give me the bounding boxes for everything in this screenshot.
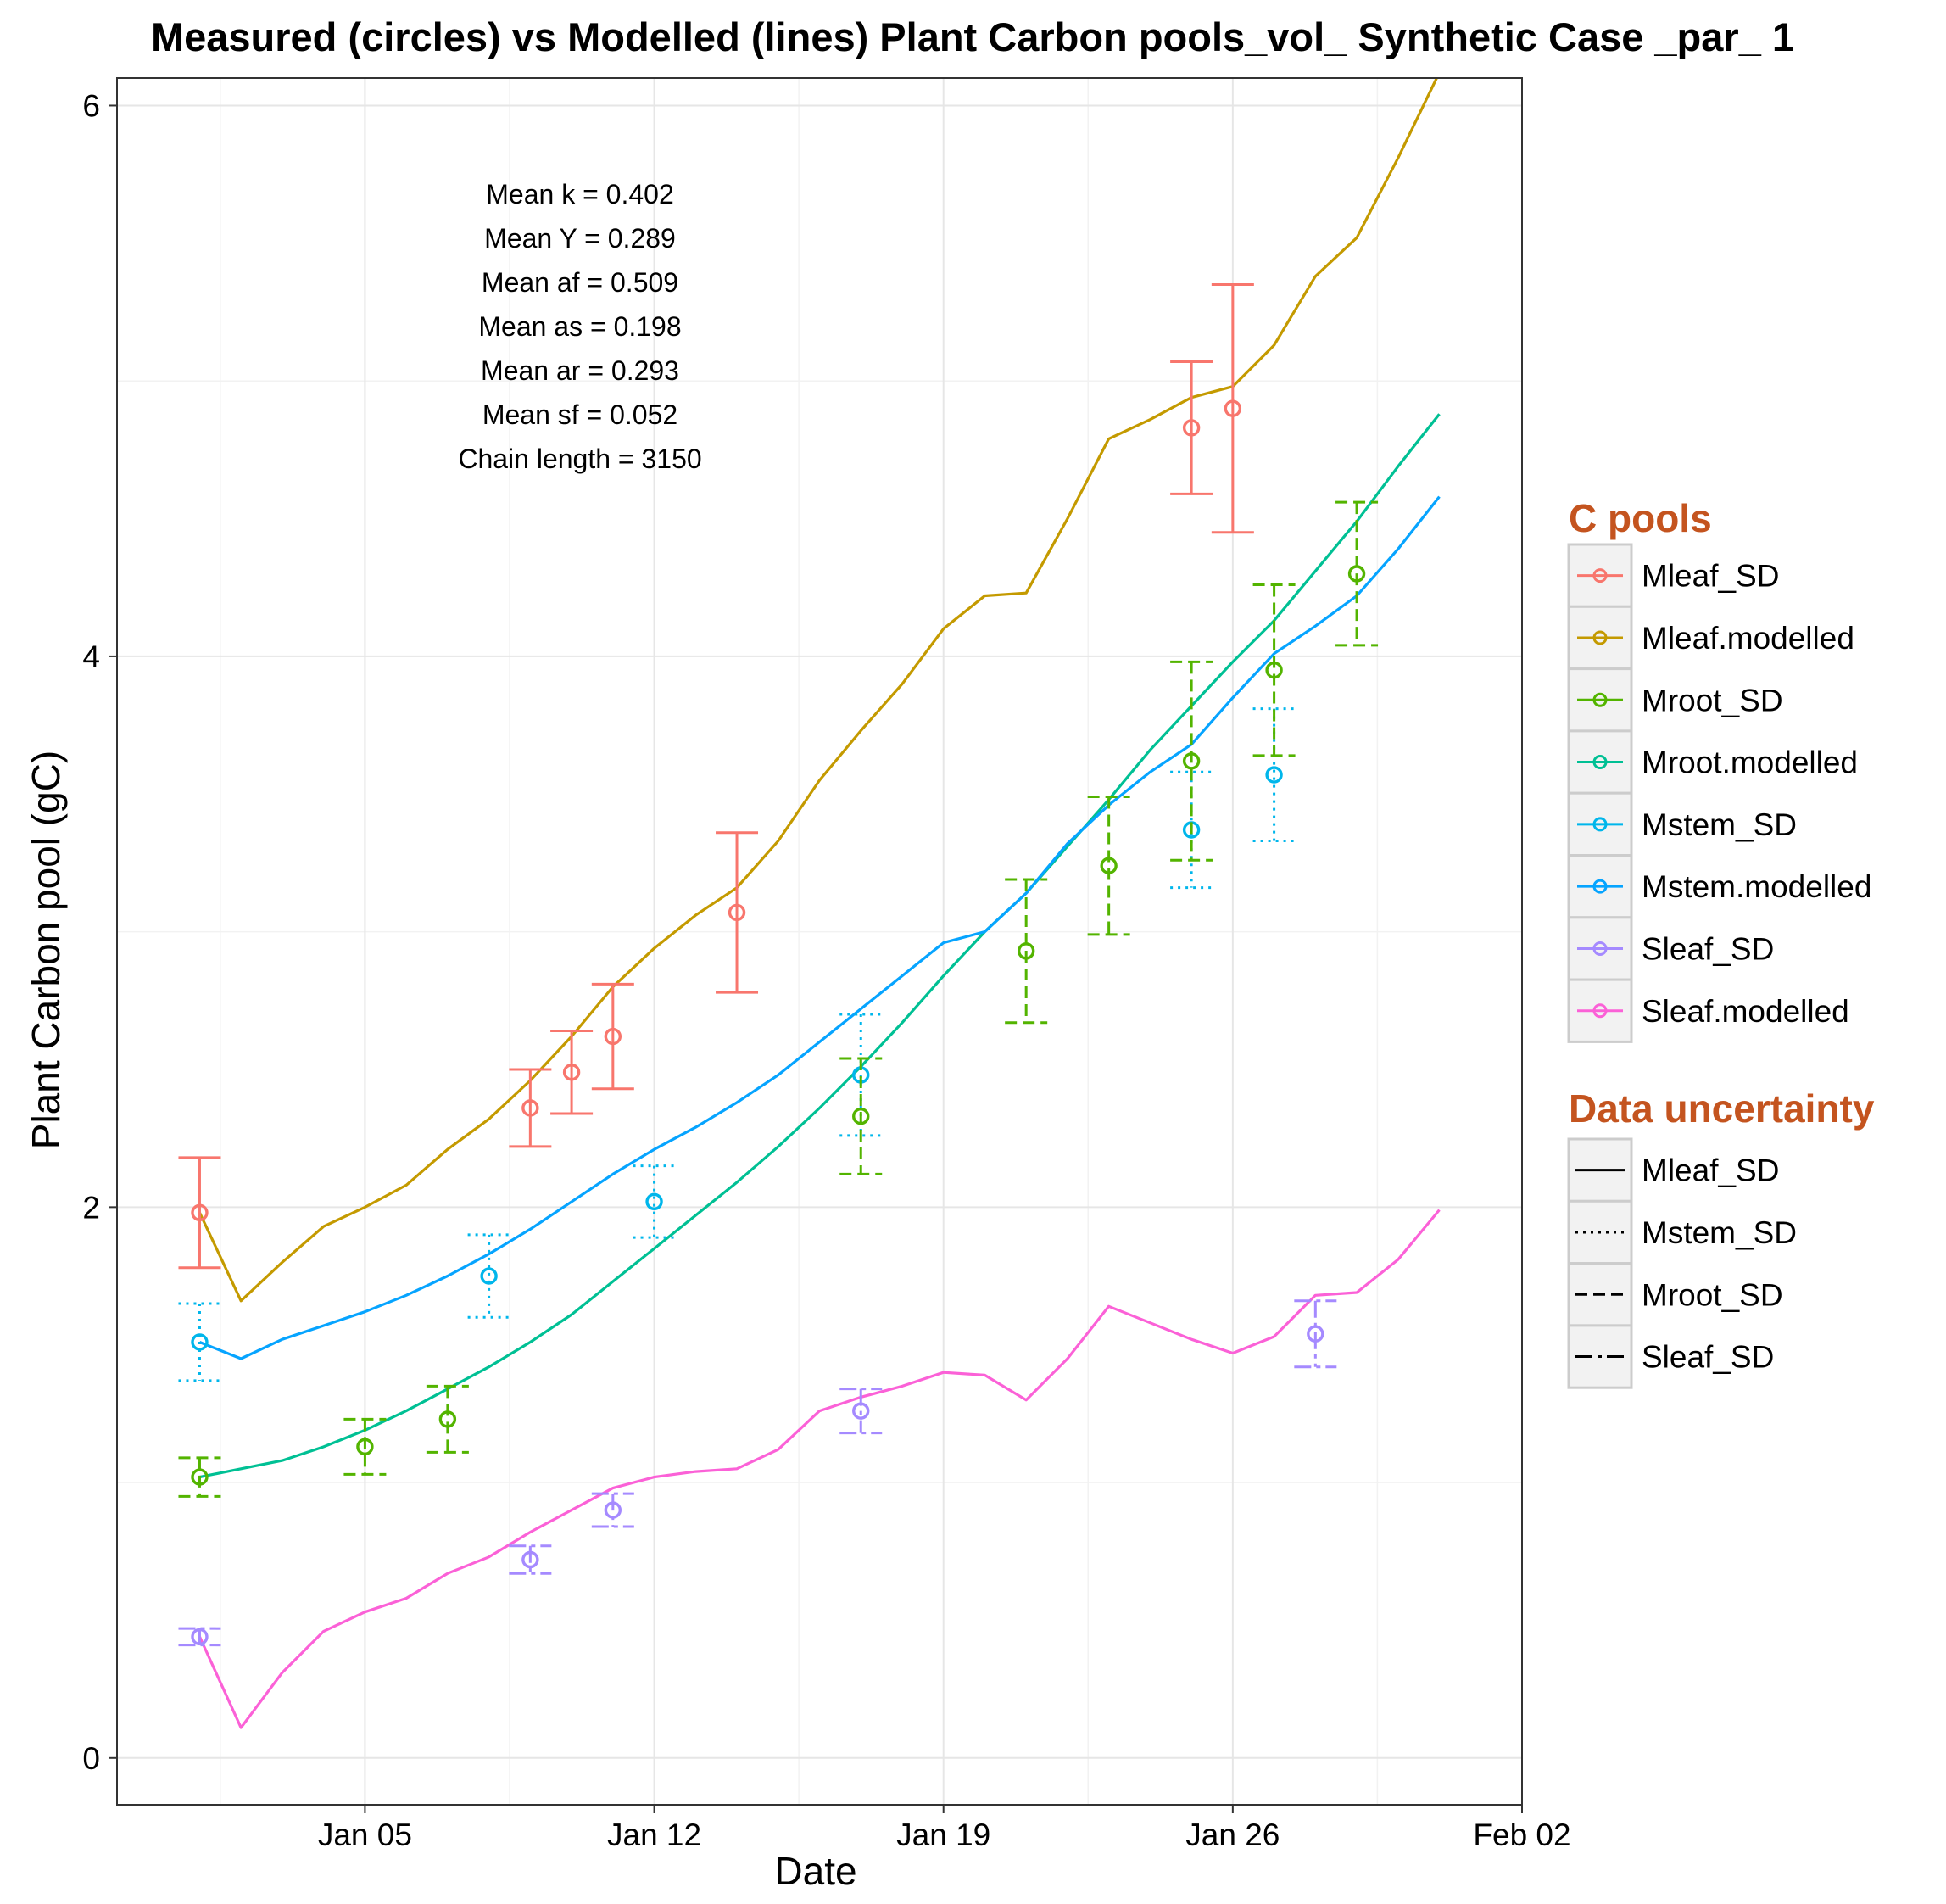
point-mroot-sd — [191, 1468, 209, 1486]
errorbar-sleaf-sd — [839, 1388, 883, 1435]
legend-key-point — [1592, 941, 1608, 956]
data-layer — [178, 78, 1441, 1729]
errorbar-mstem-sd — [467, 1233, 510, 1319]
annotation-line: Mean k = 0.402 — [486, 179, 673, 209]
point-sleaf-sd — [191, 1628, 209, 1646]
point-mleaf-sd — [521, 1099, 539, 1117]
y-tick-label: 6 — [82, 88, 100, 123]
legend-label: Mleaf.modelled — [1642, 621, 1854, 656]
modelled-line-mroot-modelled — [199, 413, 1441, 1479]
point-mstem-sd — [645, 1192, 663, 1211]
legend-key-point — [1592, 879, 1608, 894]
legend-label: Sleaf_SD — [1642, 1340, 1774, 1375]
errorbar-mroot-sd — [343, 1417, 387, 1476]
point-mleaf-sd — [191, 1203, 209, 1222]
legend-label: Mstem.modelled — [1642, 869, 1871, 904]
point-sleaf-sd — [604, 1501, 622, 1519]
point-mroot-sd — [1100, 857, 1118, 874]
point-sleaf-sd — [1307, 1325, 1324, 1343]
errorbar-mleaf-sd — [178, 1156, 221, 1270]
errorbar-sleaf-sd — [509, 1544, 552, 1575]
point-mleaf-sd — [728, 903, 746, 922]
point-mleaf-sd — [604, 1027, 622, 1046]
point-mleaf-sd — [562, 1064, 581, 1081]
errorbar-mleaf-sd — [591, 982, 634, 1091]
x-tick-label: Jan 19 — [896, 1817, 990, 1852]
y-tick-label: 2 — [82, 1190, 100, 1225]
errorbar-mleaf-sd — [509, 1068, 552, 1148]
y-axis-title: Plant Carbon pool (gC) — [24, 751, 68, 1149]
legend-key-point — [1592, 755, 1608, 770]
legend-key-point — [1592, 1003, 1608, 1019]
legend-label: Mstem_SD — [1642, 1215, 1797, 1250]
errorbar-mroot-sd — [178, 1456, 221, 1498]
errorbar-mleaf-sd — [550, 1030, 594, 1115]
legend-label: Mstem_SD — [1642, 807, 1797, 842]
point-mstem-sd — [191, 1333, 209, 1351]
legend-label: Mroot_SD — [1642, 683, 1783, 717]
legend-key-point — [1592, 817, 1608, 832]
errorbar-mroot-sd — [1005, 878, 1048, 1025]
errorbar-sleaf-sd — [1294, 1299, 1337, 1369]
errorbar-mleaf-sd — [716, 831, 759, 994]
errorbar-mroot-sd — [839, 1057, 883, 1175]
point-mroot-sd — [852, 1107, 870, 1125]
legend-label: Mroot.modelled — [1642, 745, 1858, 780]
annotation-line: Mean af = 0.509 — [482, 267, 678, 298]
y-tick-label: 4 — [82, 639, 100, 674]
plot-background — [117, 78, 1522, 1805]
annotation-line: Mean as = 0.198 — [478, 311, 681, 342]
point-mroot-sd — [1017, 942, 1035, 960]
legend-title-uncertainty: Data uncertainty — [1569, 1086, 1875, 1131]
x-axis-title: Date — [774, 1849, 856, 1893]
legend-label: Sleaf.modelled — [1642, 994, 1849, 1029]
legend-label: Mleaf_SD — [1642, 559, 1779, 594]
y-tick-label: 0 — [82, 1741, 100, 1776]
legend-label: Sleaf_SD — [1642, 931, 1774, 966]
point-mroot-sd — [1265, 661, 1283, 679]
errorbar-mroot-sd — [426, 1384, 469, 1454]
plot-area: Jan 05 Jan 12 Jan 19 Jan 26 Feb 02 0 2 4 6 Mean k… — [82, 77, 1571, 1852]
point-mleaf-sd — [1224, 399, 1242, 417]
errorbar-mstem-sd — [178, 1302, 221, 1382]
errorbar-mleaf-sd — [1170, 360, 1213, 495]
legend-label: Mroot_SD — [1642, 1277, 1783, 1312]
errorbar-mroot-sd — [1252, 583, 1296, 757]
x-tick-label: Jan 05 — [318, 1817, 412, 1852]
errorbar-mroot-sd — [1087, 796, 1130, 936]
legend-title-pools: C pools — [1569, 496, 1712, 540]
errorbar-mroot-sd — [1335, 500, 1379, 647]
legend-key-point — [1592, 692, 1608, 707]
point-mstem-sd — [1265, 766, 1283, 784]
x-tick-label: Feb 02 — [1473, 1817, 1570, 1852]
legend-key-point — [1592, 568, 1608, 583]
chart-title: Measured (circles) vs Modelled (lines) P… — [151, 14, 1794, 59]
point-sleaf-sd — [521, 1550, 539, 1569]
point-mstem-sd — [480, 1267, 498, 1285]
point-mroot-sd — [356, 1438, 374, 1456]
modelled-line-sleaf-modelled — [198, 1209, 1441, 1729]
plot-border — [116, 77, 1523, 1806]
point-mroot-sd — [438, 1410, 457, 1428]
annotation-line: Chain length = 3150 — [458, 444, 701, 474]
point-mroot-sd — [1182, 752, 1201, 770]
point-mroot-sd — [1347, 565, 1366, 583]
annotation-line: Mean ar = 0.293 — [481, 355, 679, 386]
point-sleaf-sd — [852, 1402, 870, 1420]
errorbar-mroot-sd — [1170, 660, 1213, 862]
modelled-line-mstem-modelled — [198, 495, 1441, 1360]
legend-key-point — [1592, 630, 1608, 645]
annotation-line: Mean Y = 0.289 — [484, 223, 676, 254]
annotation-line: Mean sf = 0.052 — [482, 399, 677, 430]
x-tick-label: Jan 26 — [1185, 1817, 1280, 1852]
legend: C pools Mleaf_SD Mleaf.modelled Mroot_SD Mro… — [1567, 496, 1875, 1389]
errorbar-sleaf-sd — [591, 1492, 634, 1528]
legend-label: Mleaf_SD — [1642, 1153, 1779, 1188]
point-mleaf-sd — [1182, 419, 1201, 437]
errorbar-mleaf-sd — [1211, 283, 1254, 534]
errorbar-sleaf-sd — [178, 1627, 221, 1647]
x-tick-label: Jan 12 — [607, 1817, 701, 1852]
